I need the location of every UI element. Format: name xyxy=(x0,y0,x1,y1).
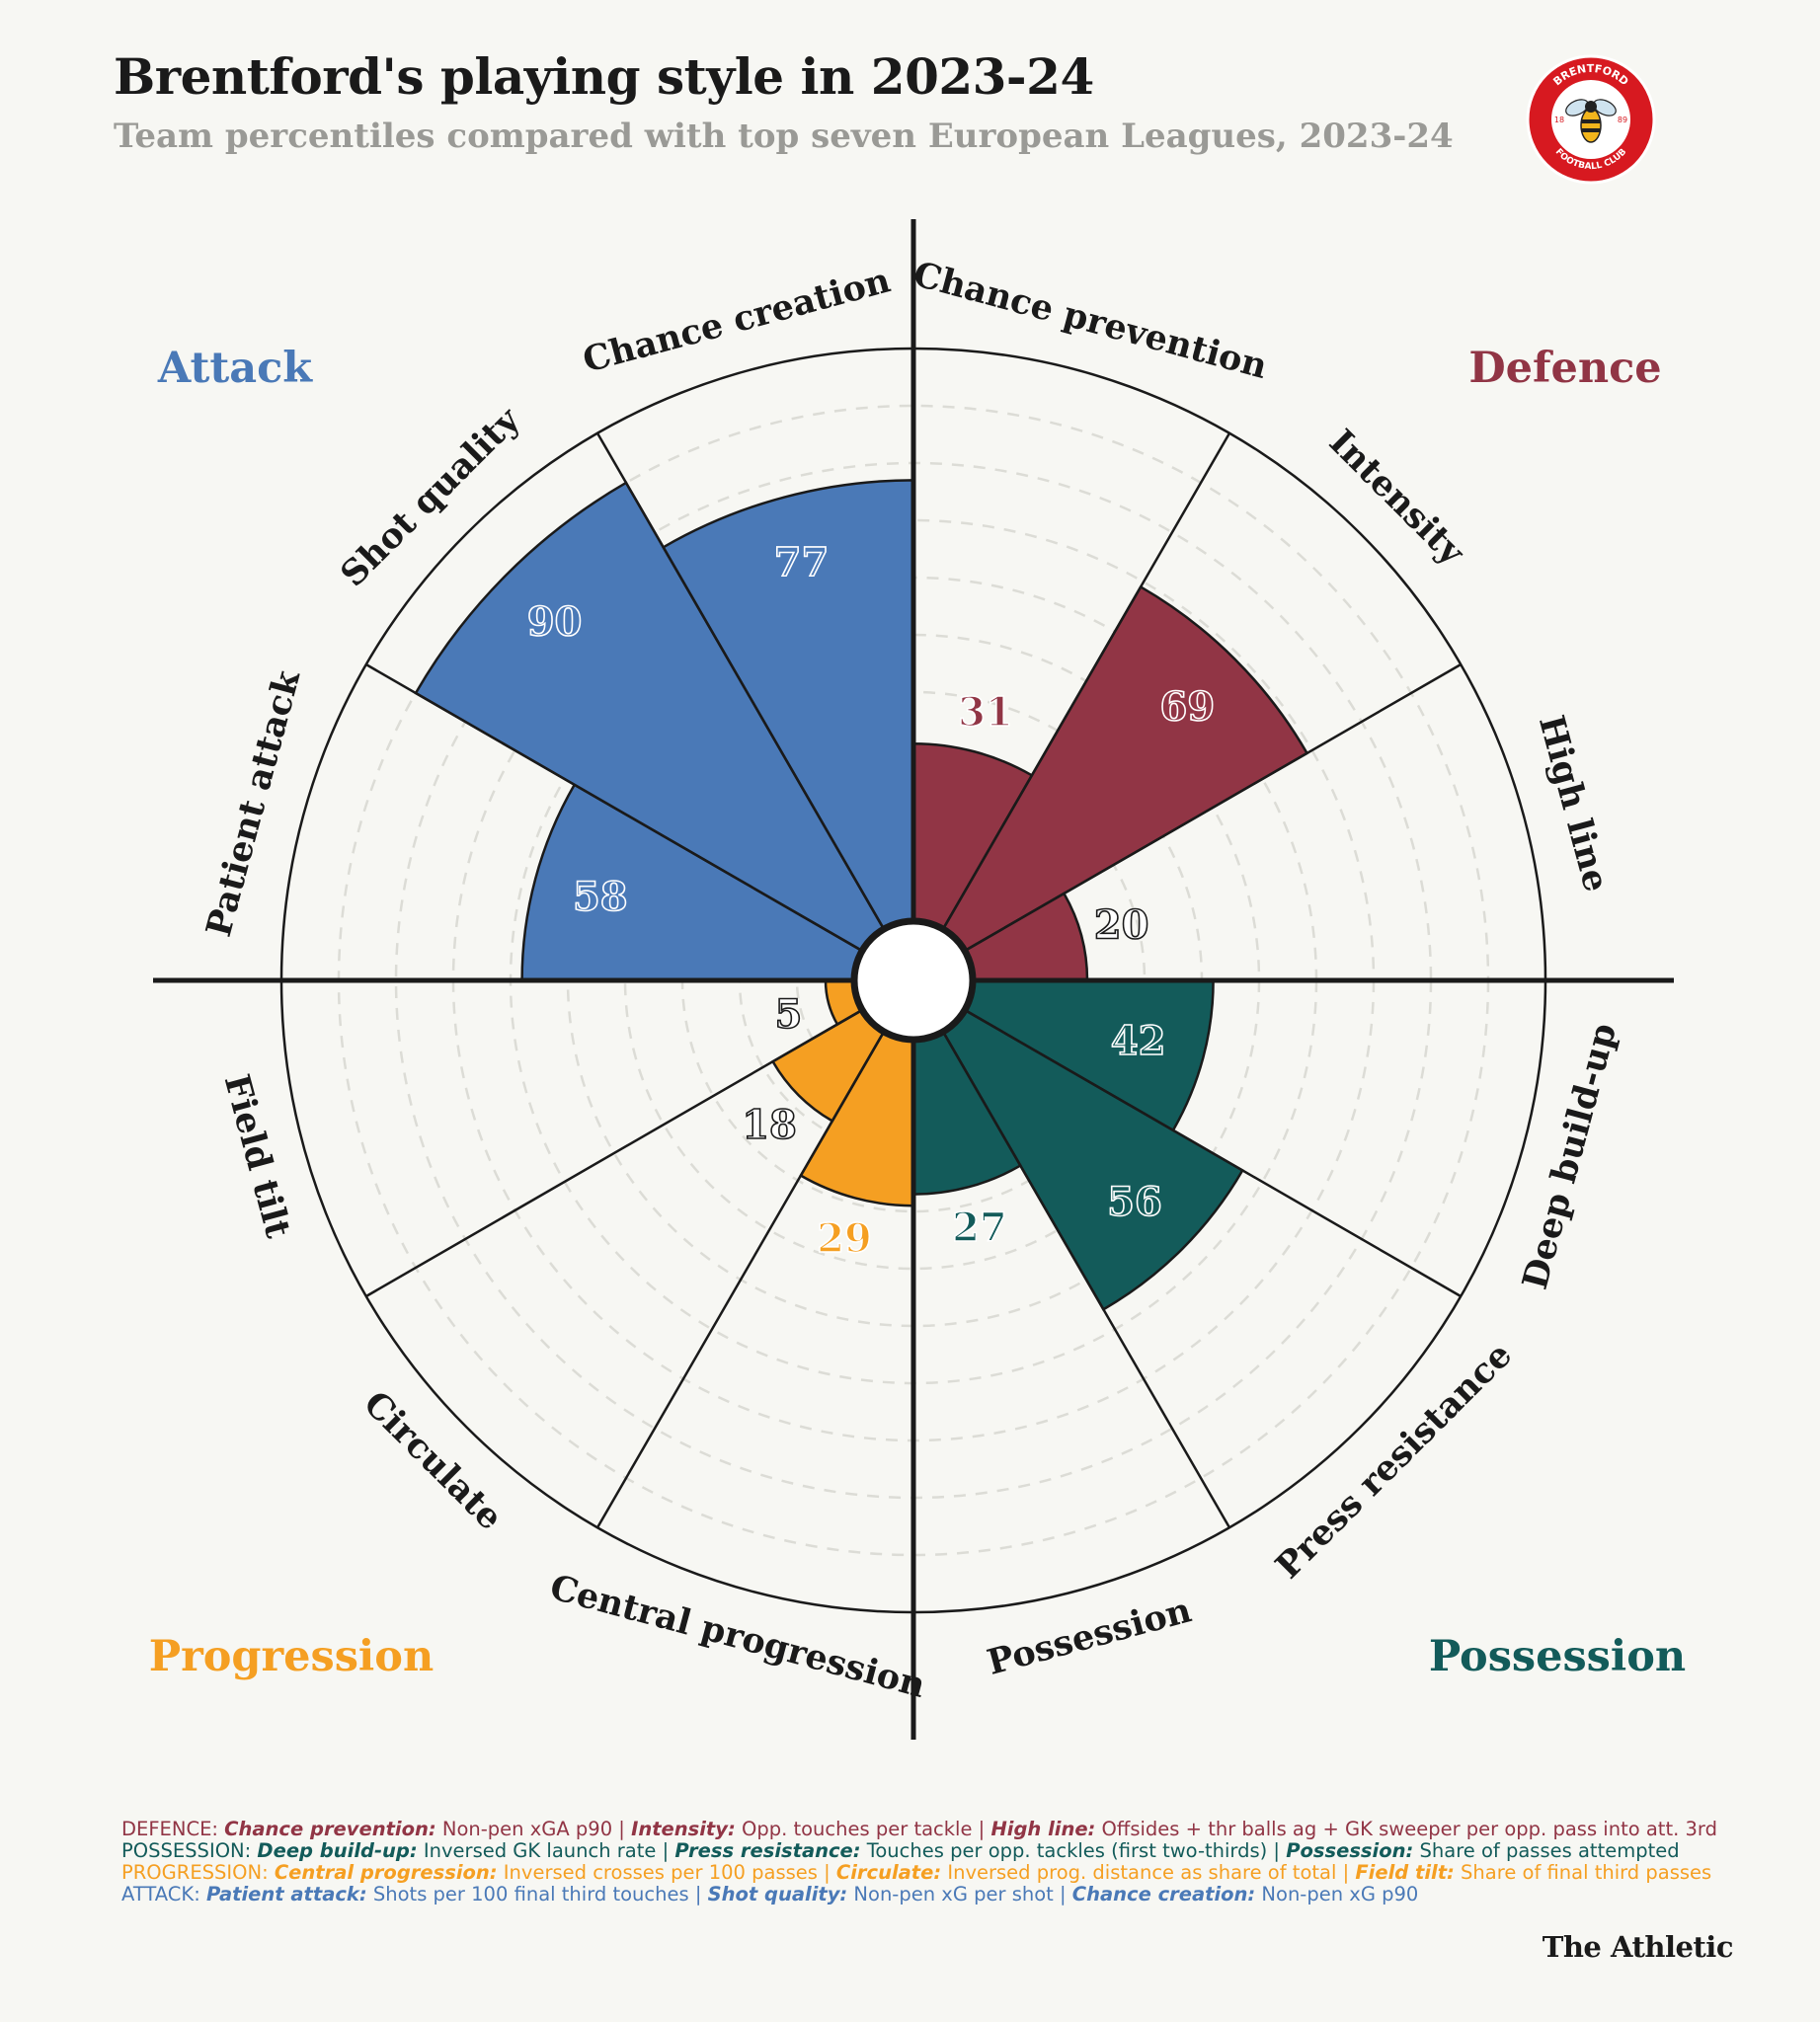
group-label-defence: Defence xyxy=(1468,344,1661,393)
value-label-press-resistance: 56 xyxy=(1107,1179,1162,1225)
category-label-chance-creation: Chance creation xyxy=(579,260,895,380)
footnotes: DEFENCE: Chance prevention: Non-pen xGA … xyxy=(121,1819,1717,1905)
brentford-crest-icon: BRENTFORD FOOTBALL CLUB 18 89 xyxy=(1526,54,1656,185)
value-label-shot-quality: 90 xyxy=(527,599,583,646)
value-label-chance-creation: 77 xyxy=(774,539,830,585)
footnote-line: ATTACK: Patient attack: Shots per 100 fi… xyxy=(121,1883,1419,1905)
spoke xyxy=(595,432,886,930)
chart-title: Brentford's playing style in 2023-24 xyxy=(114,47,1094,106)
spoke xyxy=(941,1031,1231,1528)
value-label-central-progression: 29 xyxy=(817,1215,872,1262)
category-label-intensity: Intensity xyxy=(1321,422,1473,574)
polar-bar-chart: 31 69 20 42 56 27 29 18 5 58 90 77 Chance prevention… xyxy=(149,219,1686,1740)
spoke xyxy=(941,432,1231,930)
the-athletic-logo: The Athletic xyxy=(1542,1930,1734,1964)
category-label-circulate: Circulate xyxy=(356,1383,511,1538)
crest-year-right: 89 xyxy=(1618,116,1627,124)
spoke xyxy=(964,1008,1462,1298)
value-label-circulate: 18 xyxy=(742,1102,797,1148)
value-label-deep-build-up: 42 xyxy=(1111,1018,1166,1064)
spoke xyxy=(365,662,863,953)
category-label-shot-quality: Shot quality xyxy=(333,399,529,595)
value-label-possession: 27 xyxy=(952,1205,1007,1251)
value-label-chance-prevention: 31 xyxy=(958,689,1013,736)
category-label-high-line: High line xyxy=(1531,711,1617,895)
crest-year-left: 18 xyxy=(1554,116,1564,124)
group-label-possession: Possession xyxy=(1429,1632,1686,1681)
footnote-line: PROGRESSION: Central progression: Invers… xyxy=(121,1861,1712,1884)
value-label-intensity: 69 xyxy=(1159,684,1215,731)
footnote-line: POSSESSION: Deep build-up: Inversed GK l… xyxy=(121,1839,1680,1862)
footnote-line: DEFENCE: Chance prevention: Non-pen xGA … xyxy=(121,1818,1717,1840)
group-label-progression: Progression xyxy=(149,1632,434,1681)
value-label-field-tilt: 5 xyxy=(775,991,803,1038)
category-label-chance-prevention: Chance prevention xyxy=(910,254,1272,387)
center-hub xyxy=(850,917,977,1044)
spoke xyxy=(964,662,1462,953)
value-label-high-line: 20 xyxy=(1094,902,1149,949)
category-label-field-tilt: Field tilt xyxy=(216,1070,298,1242)
spoke xyxy=(595,1031,886,1528)
group-label-attack: Attack xyxy=(157,344,313,393)
category-label-patient-attack: Patient attack xyxy=(198,665,308,941)
value-label-patient-attack: 58 xyxy=(573,874,628,920)
category-label-press-resistance: Press resistance xyxy=(1268,1335,1520,1587)
spoke xyxy=(365,1008,863,1298)
category-label-deep-build-up: Deep build-up xyxy=(1515,1019,1624,1293)
chart-subtitle: Team percentiles compared with top seven… xyxy=(114,117,1454,156)
